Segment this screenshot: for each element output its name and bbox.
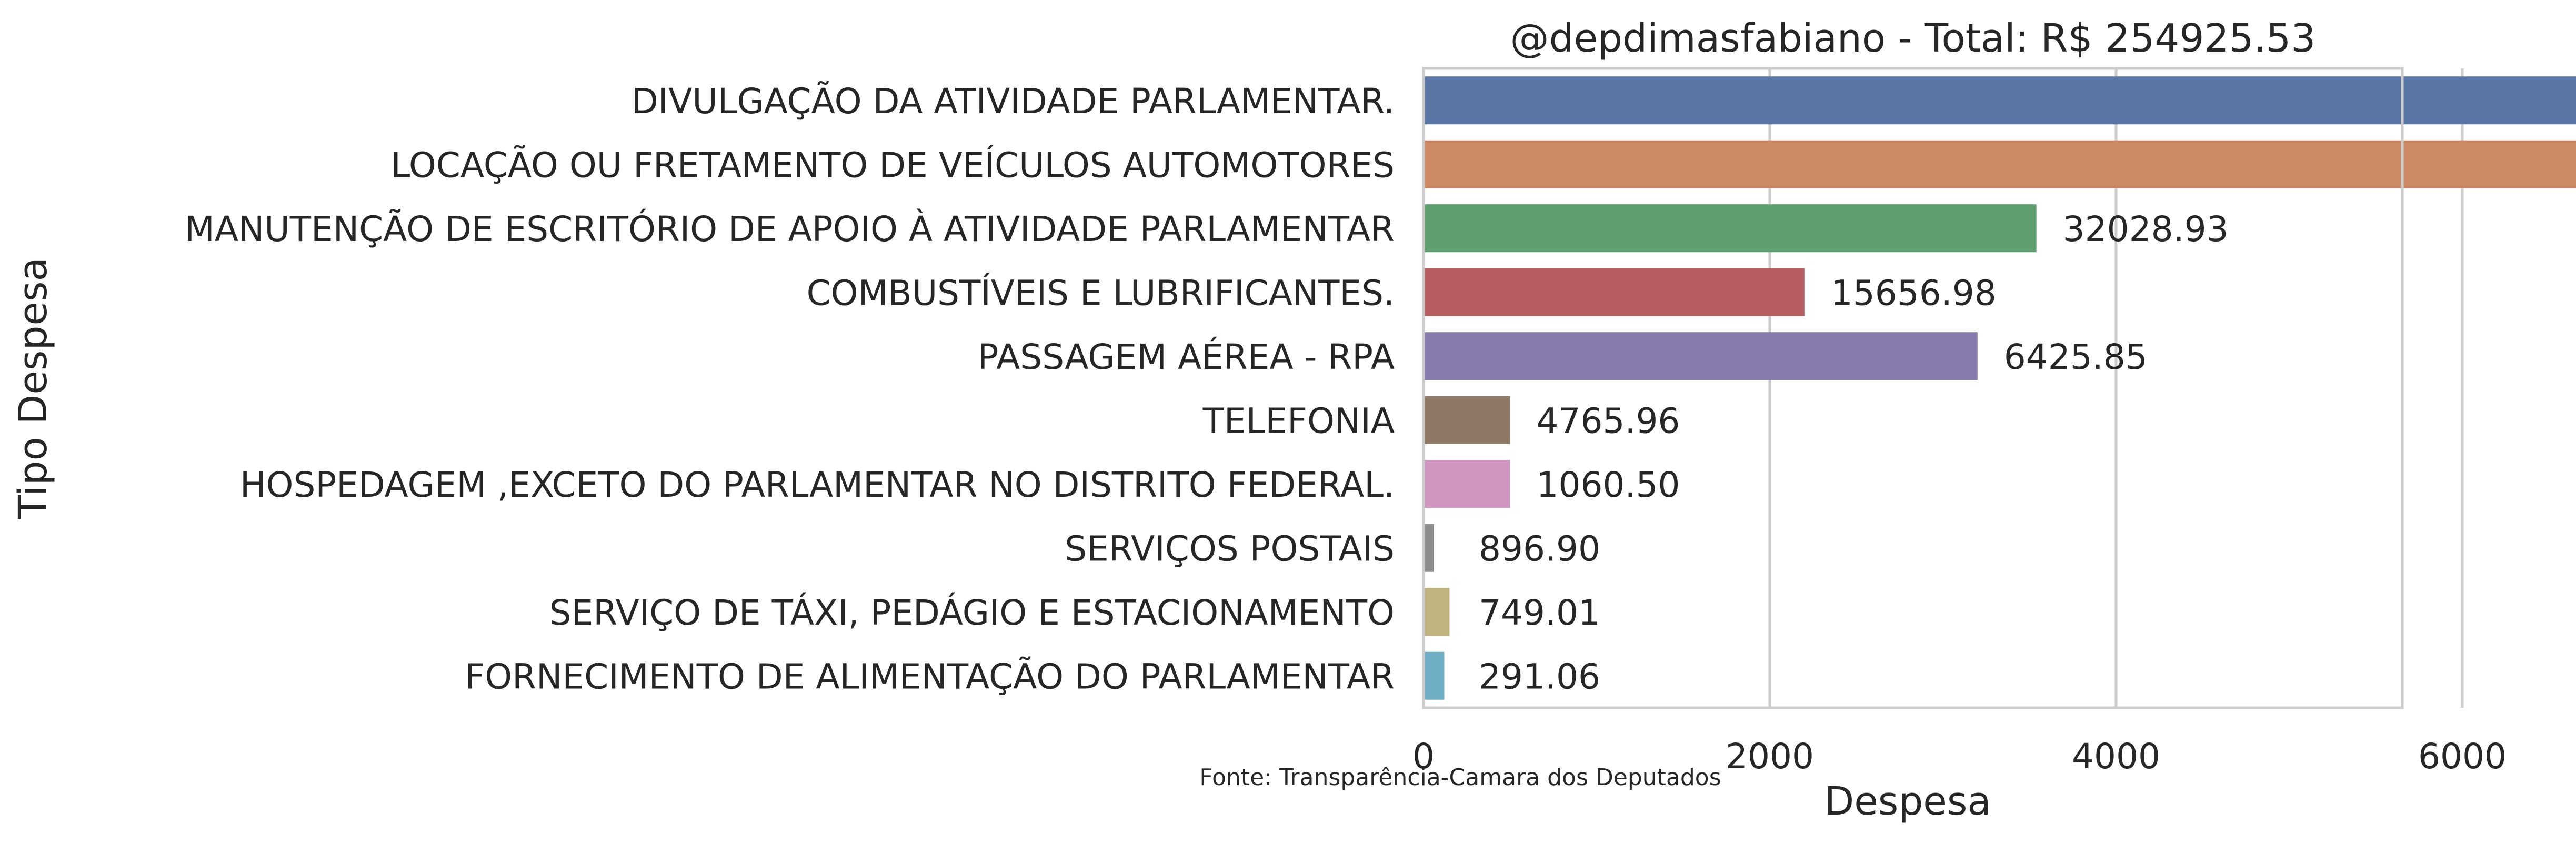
- bars: [1424, 76, 2576, 700]
- category-label: HOSPEDAGEM ,EXCETO DO PARLAMENTAR NO DIS…: [240, 465, 1395, 505]
- bar: [1424, 76, 2576, 125]
- bar: [1424, 460, 1510, 508]
- bar: [1424, 524, 1434, 572]
- x-axis-label: Despesa: [1824, 779, 1991, 824]
- category-label: TELEFONIA: [1202, 400, 1395, 441]
- value-label: 4765.96: [1537, 400, 1680, 441]
- bar: [1424, 268, 1805, 316]
- x-tick-label: 6000: [2418, 736, 2507, 777]
- chart-title: @depdimasfabiano - Total: R$ 254925.53: [1510, 16, 2316, 61]
- y-axis-label: Tipo Despesa: [11, 257, 56, 519]
- x-tick-label: 2000: [1726, 736, 1814, 777]
- value-label: 291.06: [1479, 656, 1600, 697]
- category-label: COMBUSTÍVEIS E LUBRIFICANTES.: [807, 272, 1395, 313]
- x-tick-label: 4000: [2072, 736, 2160, 777]
- x-tick-labels: 0200040006000800010000: [1412, 736, 2507, 777]
- bar: [1424, 588, 1450, 636]
- source-note: Fonte: Transparência-Camara dos Deputado…: [1199, 764, 1721, 791]
- category-label: SERVIÇO DE TÁXI, PEDÁGIO E ESTACIONAMENT…: [549, 593, 1395, 633]
- category-label: MANUTENÇÃO DE ESCRITÓRIO DE APOIO À ATIV…: [185, 209, 1395, 249]
- category-label: SERVIÇOS POSTAIS: [1065, 528, 1395, 569]
- plot-frame: [1422, 67, 2404, 709]
- value-label: 6425.85: [2004, 337, 2148, 377]
- category-label: FORNECIMENTO DE ALIMENTAÇÃO DO PARLAMENT…: [465, 656, 1395, 697]
- value-label: 32028.93: [2063, 209, 2229, 249]
- x-tick-label: 0: [1412, 736, 1435, 777]
- bar: [1424, 140, 2576, 188]
- category-label: DIVULGAÇÃO DA ATIVIDADE PARLAMENTAR.: [632, 81, 1395, 122]
- value-labels: 97350.0095700.3432028.9315656.986425.854…: [1479, 209, 2229, 697]
- value-label: 896.90: [1479, 528, 1600, 569]
- category-label: LOCAÇÃO OU FRETAMENTO DE VEÍCULOS AUTOMO…: [390, 144, 1395, 185]
- bar: [1424, 396, 1510, 444]
- category-label: PASSAGEM AÉREA - RPA: [978, 336, 1395, 377]
- value-label: 749.01: [1479, 593, 1600, 633]
- value-label: 1060.50: [1537, 465, 1680, 505]
- category-labels: DIVULGAÇÃO DA ATIVIDADE PARLAMENTAR. LOCA…: [185, 81, 1395, 697]
- bar: [1424, 332, 1978, 380]
- bar: [1424, 651, 1445, 700]
- bar: [1424, 204, 2037, 253]
- value-label: 15656.98: [1831, 273, 1997, 313]
